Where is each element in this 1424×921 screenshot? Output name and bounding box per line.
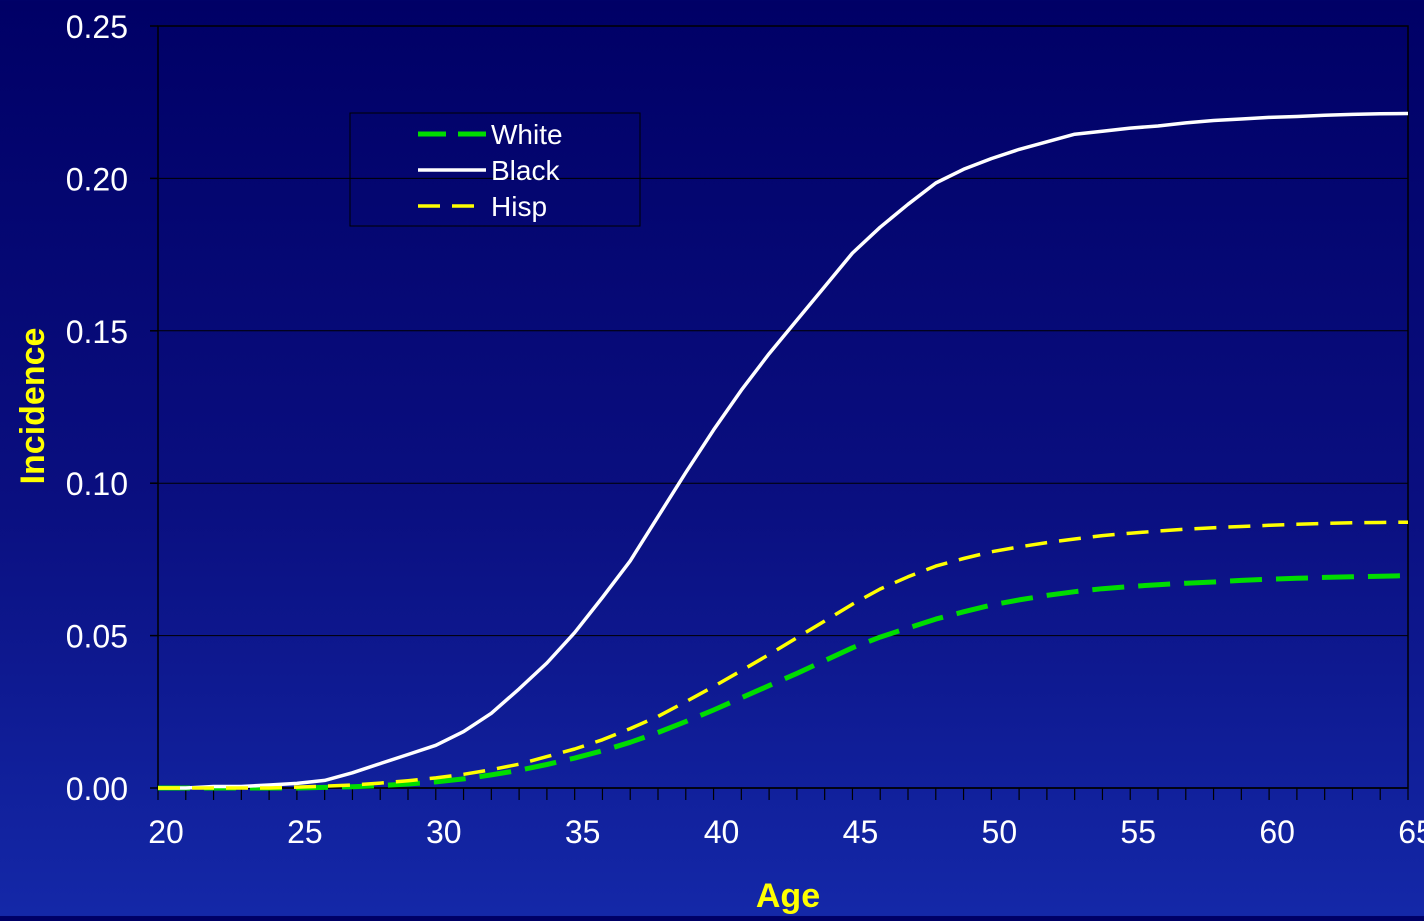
- x-tick-label: 60: [1259, 814, 1295, 850]
- y-tick-label: 0.25: [66, 9, 128, 45]
- series-line-hisp: [158, 520, 1409, 790]
- x-tick-label: 50: [982, 814, 1018, 850]
- x-tick-label: 45: [843, 814, 879, 850]
- series-line-white: [158, 573, 1409, 791]
- x-tick-label: 35: [565, 814, 601, 850]
- plot-area-frame: [157, 25, 1409, 789]
- legend: White Black Hisp: [349, 112, 641, 227]
- x-tick-label: 55: [1120, 814, 1156, 850]
- legend-box: [349, 112, 641, 227]
- legend-label-black: Black: [491, 155, 560, 186]
- x-tick-label: 25: [287, 814, 323, 850]
- legend-label-hisp: Hisp: [491, 191, 547, 222]
- y-tick-label: 0.00: [66, 771, 128, 807]
- series-lines: [158, 111, 1409, 791]
- x-tick-label: 20: [148, 814, 184, 850]
- series-line-black: [158, 111, 1409, 790]
- y-tick-label: 0.05: [66, 619, 128, 655]
- y-axis-label: Incidence: [14, 328, 52, 485]
- y-tick-label: 0.10: [66, 466, 128, 502]
- x-tick-label: 40: [704, 814, 740, 850]
- x-tick-label: 30: [426, 814, 462, 850]
- axes: 0.00 0.05 0.10 0.15 0.20 0.25 20 25 30 35 40 45 50 55…: [66, 9, 1424, 850]
- x-axis-label: Age: [756, 877, 820, 915]
- gridlines: [158, 177, 1408, 637]
- x-tick-label: 65: [1398, 814, 1424, 850]
- y-tick-label: 0.20: [66, 161, 128, 197]
- y-tick-label: 0.15: [66, 314, 128, 350]
- legend-label-white: White: [491, 119, 563, 150]
